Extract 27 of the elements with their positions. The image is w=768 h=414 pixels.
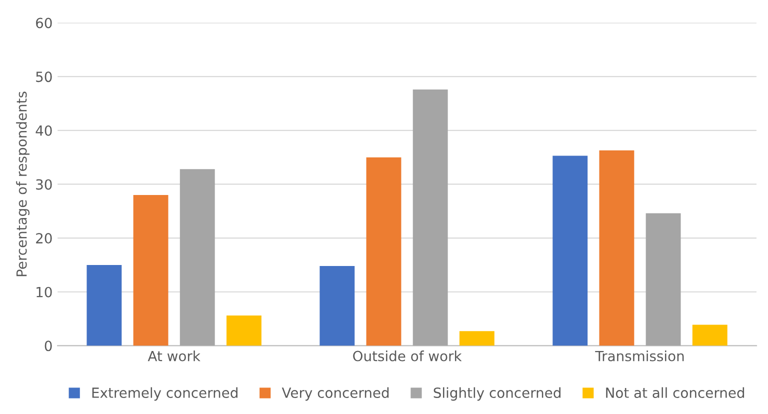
y-tick-label: 10 (36, 286, 52, 298)
x-tick-label: Transmission (595, 350, 684, 362)
bar (180, 169, 215, 346)
bar (599, 150, 634, 346)
bar (366, 157, 402, 346)
bar (459, 331, 494, 346)
y-tick-label: 50 (36, 72, 52, 82)
y-tick-label: 0 (44, 340, 52, 352)
bar (320, 266, 355, 346)
bar (412, 90, 448, 346)
y-axis-title: Percentage of respondents (16, 92, 30, 276)
y-tick-label: 30 (36, 179, 52, 190)
legend-label: Very concerned (282, 387, 389, 401)
bar (86, 264, 122, 346)
y-tick-label: 60 (36, 18, 52, 28)
legend-label: Not at all concerned (606, 387, 744, 398)
y-tick-label: 20 (36, 233, 52, 244)
legend-label: Extremely concerned (92, 387, 238, 401)
y-tick-label: 40 (36, 125, 52, 136)
legend-label: Slightly concerned (434, 387, 560, 401)
x-tick-label: At work (148, 350, 200, 362)
bar (646, 213, 681, 346)
bar (133, 194, 168, 346)
bar (552, 156, 588, 346)
bar (226, 316, 262, 346)
bar (692, 324, 728, 346)
x-tick-label: Outside of work (353, 350, 462, 362)
